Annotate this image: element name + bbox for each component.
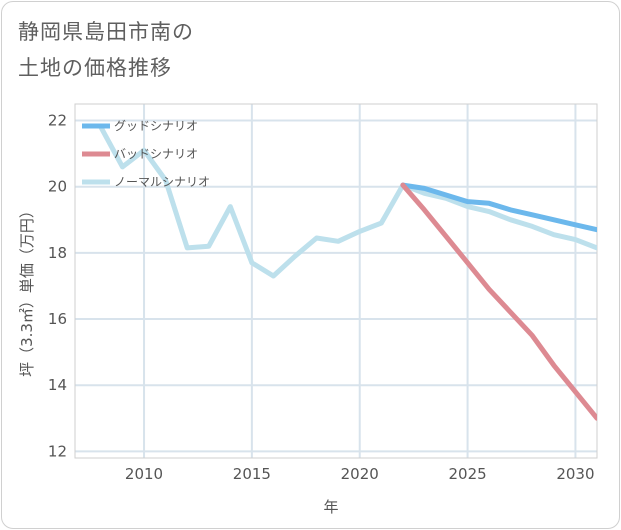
legend-label: ノーマルシナリオ xyxy=(114,175,210,189)
chart-title-line1: 静岡県島田市南の xyxy=(18,20,194,44)
x-tick-label: 2015 xyxy=(233,465,271,483)
x-tick-label: 2020 xyxy=(341,465,379,483)
x-axis-title: 年 xyxy=(323,498,338,516)
good-scenario-line xyxy=(400,182,597,233)
normal-scenario-line xyxy=(98,124,597,279)
y-tick-label: 12 xyxy=(48,442,67,460)
y-tick-label: 16 xyxy=(48,310,67,328)
y-tick-label: 20 xyxy=(48,178,67,196)
series-lines xyxy=(98,124,597,421)
x-axis-ticks: 2010 2015 2020 2025 2030 xyxy=(125,465,595,483)
y-tick-label: 22 xyxy=(48,112,67,130)
bad-scenario-line xyxy=(400,182,597,421)
x-tick-label: 2030 xyxy=(556,465,594,483)
plot-area-border xyxy=(74,103,598,459)
legend-label: バッドシナリオ xyxy=(114,147,198,161)
y-axis-ticks: 12 14 16 18 20 22 xyxy=(48,112,67,461)
x-tick-label: 2010 xyxy=(125,465,163,483)
x-tick-label: 2025 xyxy=(448,465,486,483)
chart-title-line2: 土地の価格推移 xyxy=(18,56,172,80)
y-axis-title: 坪（3.3㎡）単価（万円） xyxy=(18,203,36,377)
y-tick-label: 14 xyxy=(48,376,67,394)
legend-label: グッドシナリオ xyxy=(114,119,198,133)
chart-title: 静岡県島田市南の 土地の価格推移 xyxy=(18,14,194,86)
y-tick-label: 18 xyxy=(48,244,67,262)
grid xyxy=(75,104,597,458)
